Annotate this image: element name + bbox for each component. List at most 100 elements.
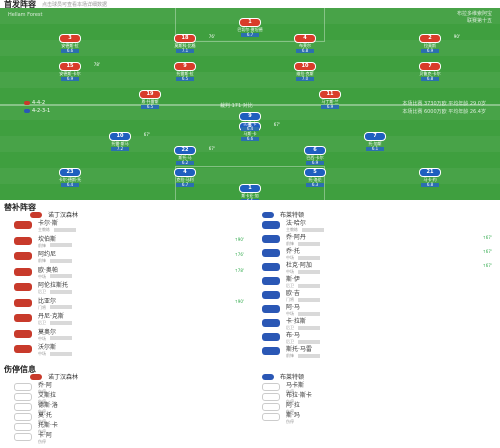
home-player[interactable]: 15 安德斯·卡尔 6.9 78' [40, 62, 100, 81]
player-name: 马丁斯·兰 [321, 99, 339, 104]
away-player[interactable]: 6 巴西·卡尔 6.9 [285, 146, 345, 165]
player-name: 莫奥尔 [38, 328, 57, 336]
injury-row[interactable]: 德斯·洛 伤停 [14, 402, 244, 418]
player-crest-icon [262, 319, 280, 327]
away-player[interactable]: 22 斯托·马 6.2 67' [155, 146, 215, 165]
player-rating: 7.0 [296, 77, 314, 81]
player-position: 伤停 [286, 409, 294, 414]
injury-row[interactable]: 莫·托 伤停 [14, 412, 244, 428]
away-player[interactable]: 10 托雷·斯马 7.2 67' [90, 132, 150, 151]
sub-row[interactable]: 杜克·阿加 中场 ↑67' [262, 262, 492, 278]
away-player[interactable]: 21 马卡·约 6.8 [400, 168, 460, 187]
subs-home-team: 诺丁汉森林 [30, 210, 78, 219]
sub-row[interactable]: 布·马 后卫 [262, 332, 492, 348]
player-name: 斯·玛 [286, 412, 300, 419]
sub-row[interactable]: 斯托·马雷 前锋 [262, 346, 492, 362]
player-number: 9 [174, 62, 196, 71]
sub-row[interactable]: 乔·托 中场 ↑67' [262, 248, 492, 264]
player-crest-icon [14, 423, 32, 431]
player-name: 安德斯·拉 [61, 43, 79, 48]
rating-bar [298, 297, 320, 302]
injury-row[interactable]: 斯·玛 伤停 [262, 412, 492, 428]
injury-row[interactable]: 托斯·卡 伤停 [14, 422, 244, 438]
player-name: 法·哈尔 [286, 220, 306, 227]
player-number: 5 [304, 168, 326, 177]
away-player[interactable]: 23 卡尔·德斯·托 6.4 [40, 168, 100, 187]
sub-row[interactable]: 斯·伊 后卫 [262, 276, 492, 292]
player-position: 前锋 [286, 353, 320, 358]
player-name: 比亚尔 [38, 297, 57, 305]
injury-row[interactable]: 乔·阿 伤停 [14, 382, 244, 398]
injury-row[interactable]: 卡·阿 伤停 [14, 432, 244, 448]
injury-row[interactable]: 艾斯拉 伤停 [14, 392, 244, 408]
player-name: 艾斯拉 [38, 392, 57, 399]
sub-row[interactable]: 乔·阿丹 前锋 ↑67' [262, 234, 492, 250]
home-player[interactable]: 18 莫斯科·比格 7.1 76' [155, 34, 215, 53]
home-player[interactable]: 4 布莱尔 6.8 [275, 34, 335, 53]
injury-row[interactable]: 马卡斯 伤停 [262, 382, 492, 398]
sub-row[interactable]: 卡·拉斯 后卫 [262, 318, 492, 334]
player-name: 杜克·阿加 [286, 262, 312, 269]
player-name: 卡尔·斯 [38, 220, 58, 227]
home-player[interactable]: 9 托雷斯·拉 6.5 [155, 62, 215, 81]
player-crest-icon [14, 267, 32, 276]
player-name: 维拉·克斯 [296, 71, 314, 76]
player-rating: 6.1 [366, 147, 384, 151]
rating-bar [298, 255, 320, 260]
player-position: 后卫 [38, 320, 72, 325]
sub-row[interactable]: 阿·马 中场 [262, 304, 492, 320]
home-player[interactable]: 19 恩·托雷斯 6.5 [120, 90, 180, 109]
sub-row[interactable]: 沃尔斯 中场 [14, 344, 244, 360]
player-rating: 6.8 [421, 183, 439, 187]
injury-row[interactable]: 阿·拉 伤停 [262, 402, 492, 418]
sub-row[interactable]: 坎伯斯 前锋 ↑90' [14, 236, 244, 252]
sub-row[interactable]: 莫奥尔 中场 [14, 329, 244, 345]
player-number: 1 [239, 184, 261, 193]
player-rating: 6.5 [241, 199, 259, 200]
injuries-home-team: 诺丁汉森林 [30, 372, 78, 381]
away-player[interactable]: 9 比斯·卡 6.4 [220, 112, 280, 131]
sub-time: 67' [143, 132, 150, 137]
home-player[interactable]: 2 拉莫斯 6.9 90' [400, 34, 460, 53]
home-player[interactable]: 10 维拉·克斯 7.0 [275, 62, 335, 81]
player-name: 欧·奥帕 [38, 266, 58, 274]
player-name: 托斯·卡 [38, 422, 58, 429]
player-rating: 6.5 [176, 77, 194, 81]
sub-row[interactable]: 比亚尔 门将 ↑90' [14, 298, 244, 314]
sub-row[interactable]: 欧·吉 门将 [262, 290, 492, 306]
home-player[interactable]: 1 巴切尔·贾坦德 6.7 [220, 18, 280, 37]
rating-bar [298, 353, 320, 358]
player-rating: 6.4 [241, 127, 259, 131]
player-name: 巴切尔·贾坦德 [237, 27, 263, 32]
player-number: 15 [59, 62, 81, 71]
player-name: 巴西·卡尔 [306, 155, 324, 160]
subs-title: 替补阵容 [4, 203, 36, 212]
sub-row[interactable]: 丹尼·克斯 后卫 [14, 313, 244, 329]
sub-row[interactable]: 阿伦拉斯托 后卫 [14, 282, 244, 298]
away-player[interactable]: 5 托·洛伦 6.3 [285, 168, 345, 187]
injury-row[interactable]: 布拉·斯卡 伤停 [262, 392, 492, 408]
rating-bar [50, 289, 72, 294]
home-player[interactable]: 11 马丁斯·兰 6.9 [300, 90, 360, 109]
player-name: 拉莫斯 [424, 43, 436, 48]
player-rating: 6.7 [176, 183, 194, 187]
player-crest-icon [14, 236, 32, 245]
sub-time: ↑67' [482, 235, 492, 240]
player-crest-icon [14, 221, 32, 229]
sub-row[interactable]: 阿约尼 前锋 ↑76' [14, 251, 244, 267]
player-position: 主教练 [286, 227, 324, 232]
home-player[interactable]: 3 安德斯·拉 6.6 [40, 34, 100, 53]
home-player[interactable]: 7 贝鲁克·卡尔 6.8 [400, 62, 460, 81]
injuries-away-team: 布莱特顿 [262, 372, 304, 381]
player-name: 乔·托 [286, 248, 300, 255]
player-number: 23 [59, 168, 81, 177]
sub-row[interactable]: 法·哈尔 主教练 [262, 220, 492, 236]
away-team-sub: 联赛第十五 [466, 18, 492, 24]
away-player[interactable]: 4 克拉·马利 6.7 [155, 168, 215, 187]
player-position: 前锋 [38, 258, 72, 263]
sub-row[interactable]: 卡尔·斯 主教练 [14, 220, 244, 236]
sub-row[interactable]: 欧·奥帕 中场 ↑78' [14, 267, 244, 283]
player-name: 布拉·斯卡 [286, 392, 312, 399]
away-player[interactable]: 7 托·加斯 6.1 [345, 132, 405, 151]
